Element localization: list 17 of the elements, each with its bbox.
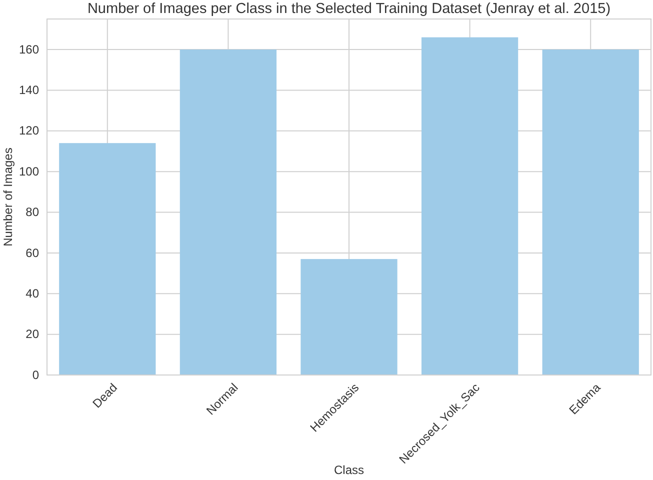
y-tick-label: 80 [26,205,40,220]
chart-title: Number of Images per Class in the Selected Training Dataset (Jenray et al. 2015) [87,1,611,17]
y-tick-label: 120 [18,124,40,138]
x-axis-title: Class [334,463,364,477]
y-tick-label: 100 [18,164,40,178]
y-axis-title: Number of Images [1,148,15,246]
y-tick-label: 60 [26,246,40,260]
bar [59,143,156,375]
y-tick-label: 20 [26,327,40,342]
bar [421,37,518,375]
bar [180,50,277,375]
bar [300,259,398,375]
y-tick-label: 0 [32,368,40,382]
bar [542,50,639,375]
y-tick-label: 160 [18,42,40,56]
y-tick-label: 140 [18,83,40,98]
y-tick-label: 40 [26,286,40,300]
